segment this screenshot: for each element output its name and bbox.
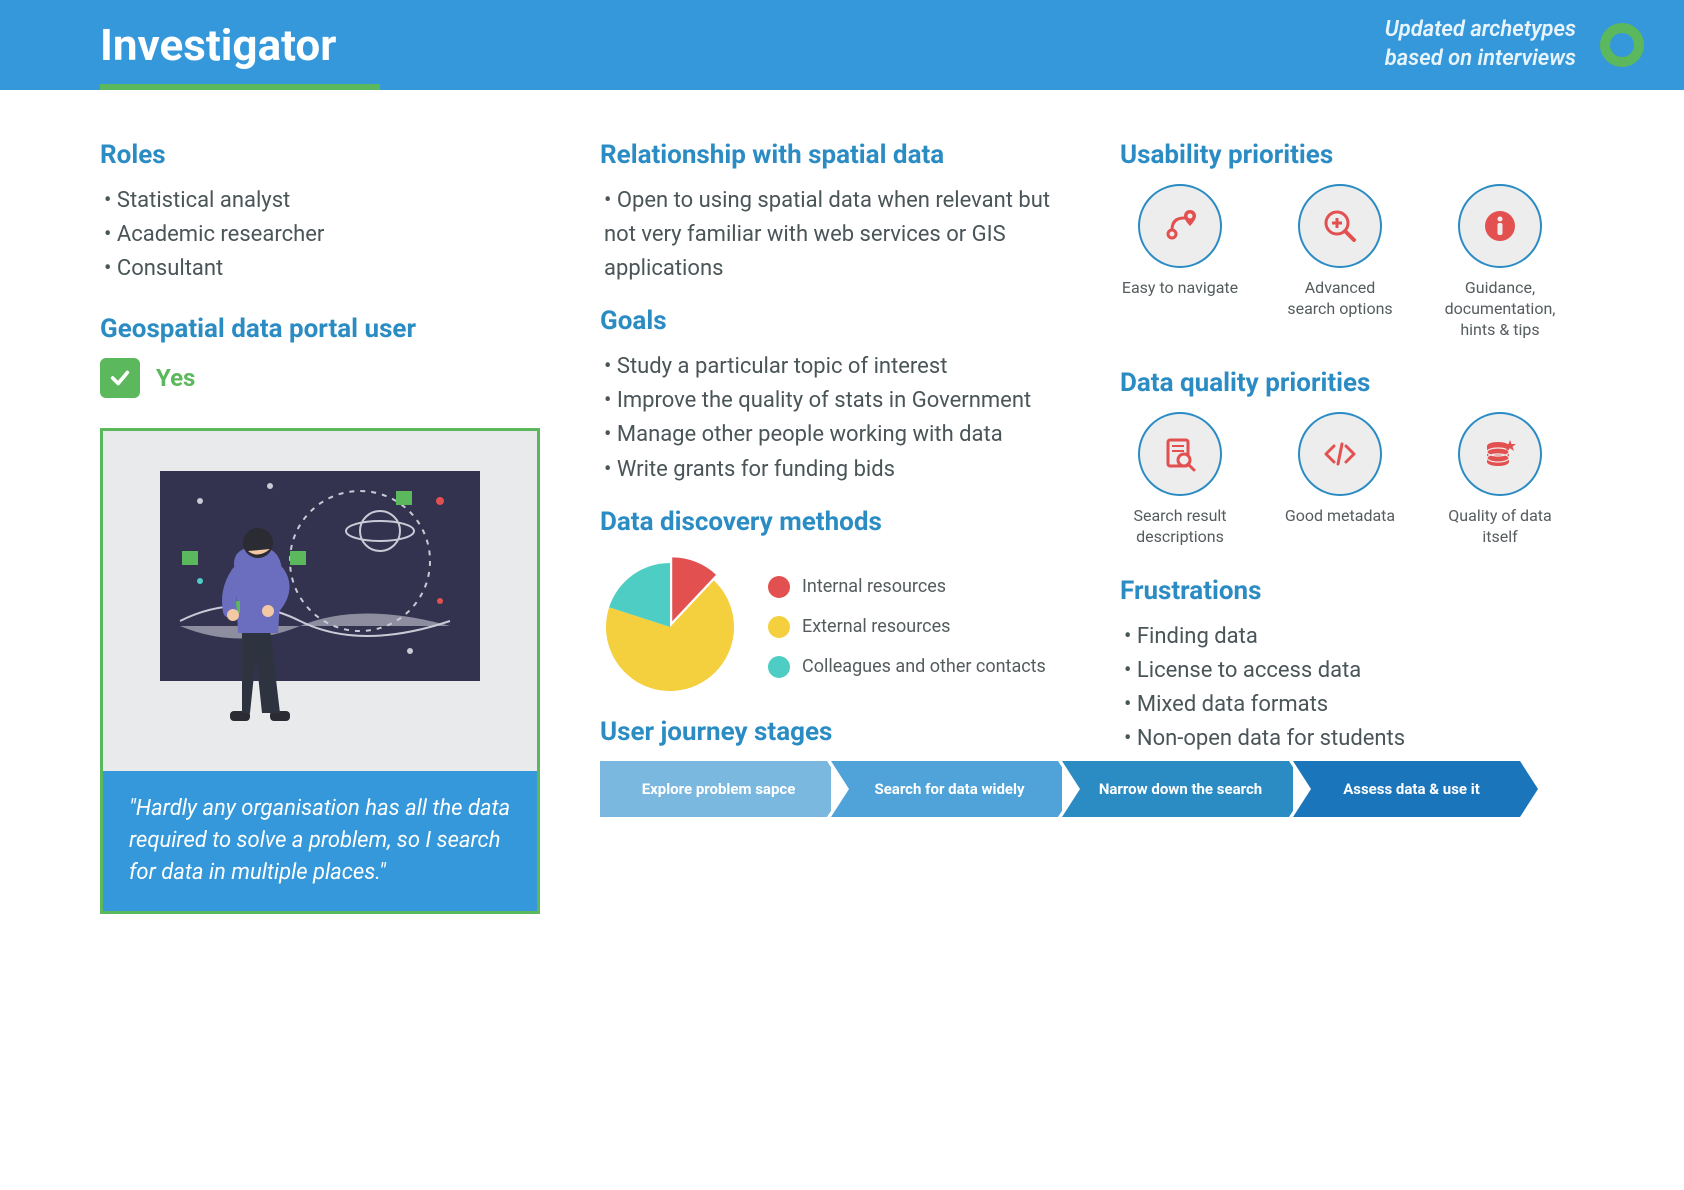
priority-item: Good metadata [1280, 412, 1400, 548]
header-subtitle: Updated archetypes based on interviews [1385, 16, 1576, 73]
priority-label: Advanced search options [1280, 278, 1400, 320]
goals-heading: Goals [600, 306, 1060, 336]
priority-label: Easy to navigate [1122, 278, 1238, 299]
geo-answer: Yes [156, 364, 195, 392]
subtitle-line: Updated archetypes [1385, 16, 1576, 45]
priority-item: Guidance, documentation, hints & tips [1440, 184, 1560, 340]
roles-list: Statistical analystAcademic researcherCo… [100, 184, 540, 286]
usability-row: Easy to navigate Advanced search options G… [1120, 184, 1560, 340]
list-item: Study a particular topic of interest [600, 350, 1060, 384]
frustrations-heading: Frustrations [1120, 576, 1560, 606]
list-item: Open to using spatial data when relevant… [600, 184, 1060, 286]
investigator-illustration [130, 451, 510, 751]
priority-label: Search result descriptions [1120, 506, 1240, 548]
list-item: Academic researcher [100, 218, 540, 252]
journey-step-label: Narrow down the search [1099, 780, 1262, 798]
legend-label: Internal resources [802, 576, 946, 597]
data-quality-row: Search result descriptions Good metadata Q… [1120, 412, 1560, 548]
illustration-panel [103, 431, 537, 771]
priority-label: Good metadata [1285, 506, 1395, 527]
priority-label: Guidance, documentation, hints & tips [1440, 278, 1560, 340]
column-left: Roles Statistical analystAcademic resear… [100, 140, 540, 914]
list-item: Manage other people working with data [600, 418, 1060, 452]
header-right: Updated archetypes based on interviews [1385, 16, 1644, 73]
page-title: Investigator [100, 19, 336, 71]
header-bar: Investigator Updated archetypes based on… [0, 0, 1684, 90]
route-pin-icon [1138, 184, 1222, 268]
legend-label: External resources [802, 616, 950, 637]
title-underline [100, 84, 380, 90]
persona-quote: "Hardly any organisation has all the dat… [103, 771, 537, 911]
column-middle: Relationship with spatial data Open to u… [600, 140, 1060, 914]
doc-search-icon [1138, 412, 1222, 496]
priority-item: Advanced search options [1280, 184, 1400, 340]
legend-dot-icon [768, 576, 790, 598]
dq-heading: Data quality priorities [1120, 368, 1560, 398]
list-item: Consultant [100, 252, 540, 286]
check-icon [100, 358, 140, 398]
subtitle-line: based on interviews [1385, 45, 1576, 74]
discovery-pie-chart [600, 557, 740, 697]
discovery-heading: Data discovery methods [600, 507, 1060, 537]
illustration-card: "Hardly any organisation has all the dat… [100, 428, 540, 914]
journey-step: Search for data widely [831, 761, 1058, 817]
list-item: Write grants for funding bids [600, 453, 1060, 487]
list-item: Non-open data for students [1120, 722, 1560, 756]
frustrations-list: Finding dataLicense to access dataMixed … [1120, 620, 1560, 756]
journey-step-label: Assess data & use it [1343, 780, 1480, 798]
relationship-heading: Relationship with spatial data [600, 140, 1060, 170]
geo-heading: Geospatial data portal user [100, 314, 540, 344]
journey-steps: Explore problem sapce Search for data wid… [600, 761, 1520, 817]
legend-label: Colleagues and other contacts [802, 656, 1046, 677]
geo-answer-row: Yes [100, 358, 540, 398]
roles-heading: Roles [100, 140, 540, 170]
relationship-list: Open to using spatial data when relevant… [600, 184, 1060, 286]
ring-icon [1600, 23, 1644, 67]
pie-row: Internal resources External resources Coll… [600, 557, 1060, 697]
legend-item: Internal resources [768, 576, 1046, 598]
legend-item: External resources [768, 616, 1046, 638]
journey-step-label: Explore problem sapce [642, 780, 796, 798]
priority-item: Search result descriptions [1120, 412, 1240, 548]
usability-heading: Usability priorities [1120, 140, 1560, 170]
legend-dot-icon [768, 616, 790, 638]
pie-legend: Internal resources External resources Coll… [768, 576, 1046, 678]
list-item: Statistical analyst [100, 184, 540, 218]
list-item: Mixed data formats [1120, 688, 1560, 722]
priority-item: Quality of data itself [1440, 412, 1560, 548]
goals-list: Study a particular topic of interestImpr… [600, 350, 1060, 486]
journey-step-label: Search for data widely [874, 780, 1024, 798]
search-plus-icon [1298, 184, 1382, 268]
legend-item: Colleagues and other contacts [768, 656, 1046, 678]
list-item: Finding data [1120, 620, 1560, 654]
list-item: License to access data [1120, 654, 1560, 688]
legend-dot-icon [768, 656, 790, 678]
priority-label: Quality of data itself [1440, 506, 1560, 548]
db-star-icon [1458, 412, 1542, 496]
journey-step: Assess data & use it [1293, 761, 1520, 817]
list-item: Improve the quality of stats in Governme… [600, 384, 1060, 418]
journey-step: Explore problem sapce [600, 761, 827, 817]
content-grid: Roles Statistical analystAcademic resear… [0, 90, 1684, 944]
journey-step: Narrow down the search [1062, 761, 1289, 817]
info-icon [1458, 184, 1542, 268]
code-icon [1298, 412, 1382, 496]
priority-item: Easy to navigate [1120, 184, 1240, 340]
